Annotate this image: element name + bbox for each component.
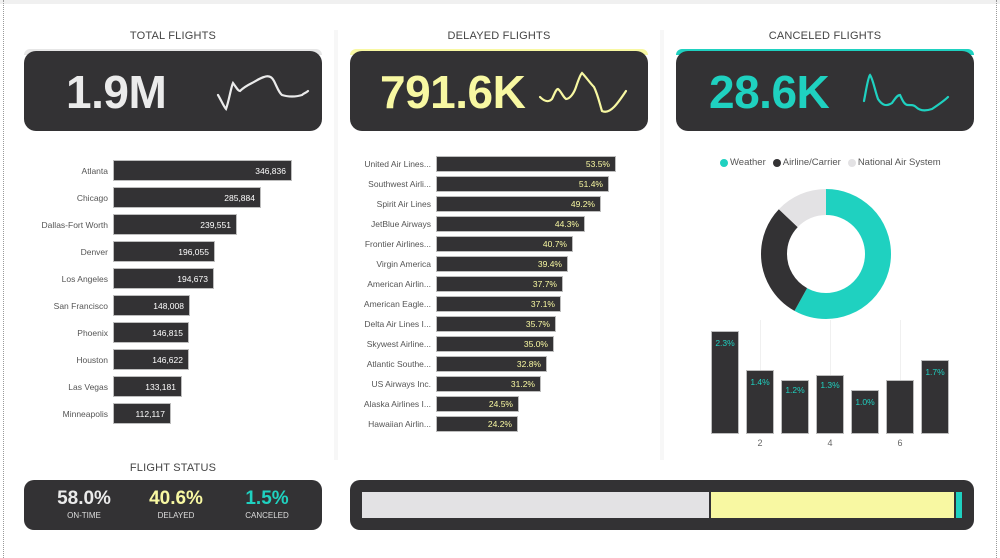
city-label: Dallas-Fort Worth	[41, 220, 108, 230]
flight-status-card: 58.0% ON-TIME 40.6% DELAYED 1.5% CANCELE…	[24, 480, 322, 530]
airline-bar[interactable]: 40.7%	[436, 236, 573, 252]
legend-dot-icon	[847, 158, 856, 167]
frame-top-edge	[0, 0, 1000, 4]
airline-bar[interactable]: 51.4%	[436, 176, 609, 192]
airline-bar[interactable]: 35.0%	[436, 336, 554, 352]
day-bar[interactable]: 1.0%	[851, 390, 879, 434]
airline-label: US Airways Inc.	[371, 379, 431, 389]
airline-bar[interactable]: 44.3%	[436, 216, 585, 232]
stacked-bar-track	[362, 492, 962, 518]
city-label: Phoenix	[77, 328, 108, 338]
status-canceled: 1.5% CANCELED	[245, 488, 289, 520]
city-bar[interactable]: 133,181	[113, 376, 182, 397]
city-label: Atlanta	[81, 166, 108, 176]
city-bar[interactable]: 346,836	[113, 160, 292, 181]
flight-status-stacked-bar	[350, 480, 974, 530]
airline-label: Atlantic Southe...	[366, 359, 431, 369]
legend-dot-icon	[720, 158, 728, 167]
city-bar[interactable]: 194,673	[113, 268, 214, 289]
donut-legend: Weather Airline/Carrier National Air Sys…	[720, 157, 944, 168]
canceled-flights-title: CANCELED FLIGHTS	[768, 30, 882, 42]
legend-item-airline[interactable]: Airline/Carrier	[772, 157, 841, 168]
airline-label: Delta Air Lines I...	[364, 319, 431, 329]
day-bar[interactable]: 1.7%	[921, 360, 949, 434]
day-bar[interactable]: 1.4%	[746, 370, 774, 434]
day-bar[interactable]: 2.3%	[711, 331, 739, 434]
gridline	[900, 320, 901, 434]
day-bar[interactable]: 1.2%	[781, 380, 809, 434]
x-tick: 4	[827, 438, 833, 448]
airline-label: American Airlin...	[367, 279, 431, 289]
city-bar[interactable]: 146,815	[113, 322, 189, 343]
city-label: Chicago	[76, 193, 108, 203]
airline-bar[interactable]: 35.7%	[436, 316, 556, 332]
city-bar[interactable]: 146,622	[113, 349, 189, 370]
city-bar[interactable]: 285,884	[113, 187, 261, 208]
airline-label: Spirit Air Lines	[376, 199, 431, 209]
airline-label: Southwest Airli...	[368, 179, 431, 189]
total-sparkline-icon	[216, 75, 310, 111]
status-delayed: 40.6% DELAYED	[149, 488, 203, 520]
day-bar[interactable]: 1.3%	[816, 375, 844, 434]
canceled-sparkline-icon	[862, 73, 950, 112]
legend-item-weather[interactable]: Weather	[720, 157, 766, 168]
segment-canceled[interactable]	[956, 492, 962, 518]
legend-item-nas[interactable]: National Air System	[847, 157, 941, 168]
airline-bar[interactable]: 39.4%	[436, 256, 568, 272]
x-tick: 6	[897, 438, 903, 448]
flight-status-title: FLIGHT STATUS	[129, 462, 217, 474]
city-bar[interactable]: 112,117	[113, 403, 171, 424]
column-divider	[660, 30, 664, 460]
frame-left-edge	[3, 0, 4, 558]
airline-label: Frontier Airlines...	[364, 239, 431, 249]
airline-label: United Air Lines...	[364, 159, 431, 169]
airline-bar[interactable]: 31.2%	[436, 376, 541, 392]
city-label: Minneapolis	[62, 409, 108, 419]
delayed-flights-value: 791.6K	[380, 66, 526, 118]
delayed-sparkline-icon	[538, 71, 628, 113]
x-tick: 2	[757, 438, 763, 448]
airline-label: Hawaiian Airlin...	[368, 419, 431, 429]
frame-right-edge	[996, 0, 997, 558]
airline-bar[interactable]: 32.8%	[436, 356, 547, 372]
day-bar[interactable]	[886, 380, 914, 434]
airline-label: Virgin America	[376, 259, 431, 269]
delayed-flights-title: DELAYED FLIGHTS	[447, 30, 551, 42]
total-flights-title: TOTAL FLIGHTS	[129, 30, 217, 42]
legend-dot-icon	[772, 158, 781, 167]
canceled-flights-card[interactable]: 28.6K	[676, 51, 974, 131]
total-flights-card[interactable]: 1.9M	[24, 51, 322, 131]
segment-ontime[interactable]	[362, 492, 710, 518]
airline-label: Skywest Airline...	[366, 339, 431, 349]
airline-bar[interactable]: 24.5%	[436, 396, 519, 412]
airline-label: Alaska Airlines I...	[363, 399, 431, 409]
airline-label: JetBlue Airways	[371, 219, 431, 229]
city-label: San Francisco	[53, 301, 108, 311]
cancellation-donut-chart[interactable]	[760, 188, 892, 320]
status-ontime: 58.0% ON-TIME	[57, 488, 111, 520]
airline-bar[interactable]: 37.1%	[436, 296, 561, 312]
airline-bar[interactable]: 37.7%	[436, 276, 563, 292]
city-label: Denver	[80, 247, 108, 257]
column-divider	[334, 30, 338, 460]
city-label: Los Angeles	[61, 274, 108, 284]
segment-delayed[interactable]	[711, 492, 955, 518]
city-label: Las Vegas	[68, 382, 108, 392]
delayed-flights-card[interactable]: 791.6K	[350, 51, 648, 131]
city-label: Houston	[76, 355, 108, 365]
city-bar[interactable]: 196,055	[113, 241, 215, 262]
airline-bar[interactable]: 24.2%	[436, 416, 518, 432]
airline-label: American Eagle...	[363, 299, 431, 309]
airline-bar[interactable]: 49.2%	[436, 196, 601, 212]
city-bar[interactable]: 239,551	[113, 214, 237, 235]
canceled-flights-value: 28.6K	[709, 66, 830, 118]
city-bar[interactable]: 148,008	[113, 295, 190, 316]
airline-bar[interactable]: 53.5%	[436, 156, 616, 172]
total-flights-value: 1.9M	[66, 66, 167, 118]
